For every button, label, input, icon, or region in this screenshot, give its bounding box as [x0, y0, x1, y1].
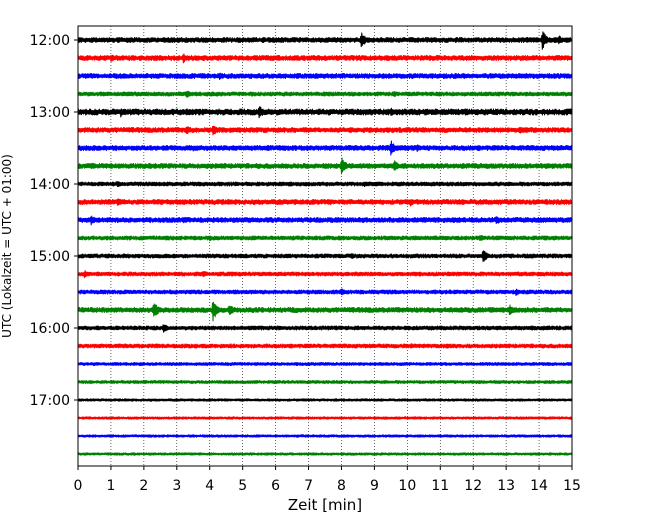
seismogram-trace	[77, 452, 573, 456]
seismogram-trace	[77, 379, 573, 385]
x-tick-label: 8	[337, 478, 346, 494]
x-tick-label: 3	[172, 478, 181, 494]
y-axis: 12:00 13:00 14:00 15:00 16:00 17:00	[30, 33, 78, 409]
seismogram-trace	[77, 343, 573, 349]
y-tick-label: 16:00	[30, 321, 70, 337]
seismogram-trace	[77, 398, 573, 402]
seismogram-trace	[77, 125, 573, 136]
y-tick-label: 12:00	[30, 33, 70, 49]
seismogram-trace	[77, 250, 573, 262]
x-axis: 0 1 2 3 4 5 6 7 8 9 10 11 12 13 14 15	[74, 466, 581, 494]
x-tick-label: 4	[205, 478, 214, 494]
seismogram-trace	[77, 31, 573, 50]
seismogram-trace	[77, 301, 573, 322]
x-tick-label: 5	[238, 478, 247, 494]
x-tick-label: 14	[530, 478, 548, 494]
seismogram-trace	[77, 434, 573, 438]
x-tick-label: 13	[497, 478, 515, 494]
x-axis-label: Zeit [min]	[288, 496, 362, 514]
plot-frame	[77, 25, 573, 467]
seismogram-trace	[77, 90, 573, 98]
seismogram-trace	[77, 157, 573, 175]
y-tick-label: 14:00	[30, 177, 70, 193]
grid-lines	[110, 26, 540, 466]
seismogram-trace	[77, 106, 573, 119]
seismogram-trace	[77, 288, 573, 296]
x-tick-label: 11	[431, 478, 449, 494]
seismogram-trace	[77, 234, 573, 242]
x-tick-label: 10	[398, 478, 416, 494]
seismogram-trace	[77, 140, 573, 156]
y-axis-label: UTC (Lokalzeit = UTC + 01:00)	[0, 154, 14, 338]
seismogram-trace	[77, 53, 573, 64]
x-tick-label: 0	[74, 478, 83, 494]
y-tick-label: 17:00	[30, 393, 70, 409]
seismogram-trace	[77, 270, 573, 279]
y-tick-label: 15:00	[30, 249, 70, 265]
seismogram-trace	[77, 361, 573, 367]
x-tick-label: 2	[139, 478, 148, 494]
x-tick-label: 9	[370, 478, 379, 494]
trace-group	[77, 31, 573, 456]
seismogram-trace	[77, 416, 573, 420]
x-tick-label: 1	[106, 478, 115, 494]
x-tick-label: 7	[304, 478, 313, 494]
seismogram-trace	[77, 72, 573, 81]
x-tick-label: 15	[563, 478, 581, 494]
seismogram-trace	[77, 198, 573, 207]
y-tick-label: 13:00	[30, 105, 70, 121]
seismogram-trace	[77, 215, 573, 226]
seismogram-trace	[77, 324, 573, 333]
x-tick-label: 12	[464, 478, 482, 494]
x-tick-label: 6	[271, 478, 280, 494]
seismogram-trace	[77, 181, 573, 188]
